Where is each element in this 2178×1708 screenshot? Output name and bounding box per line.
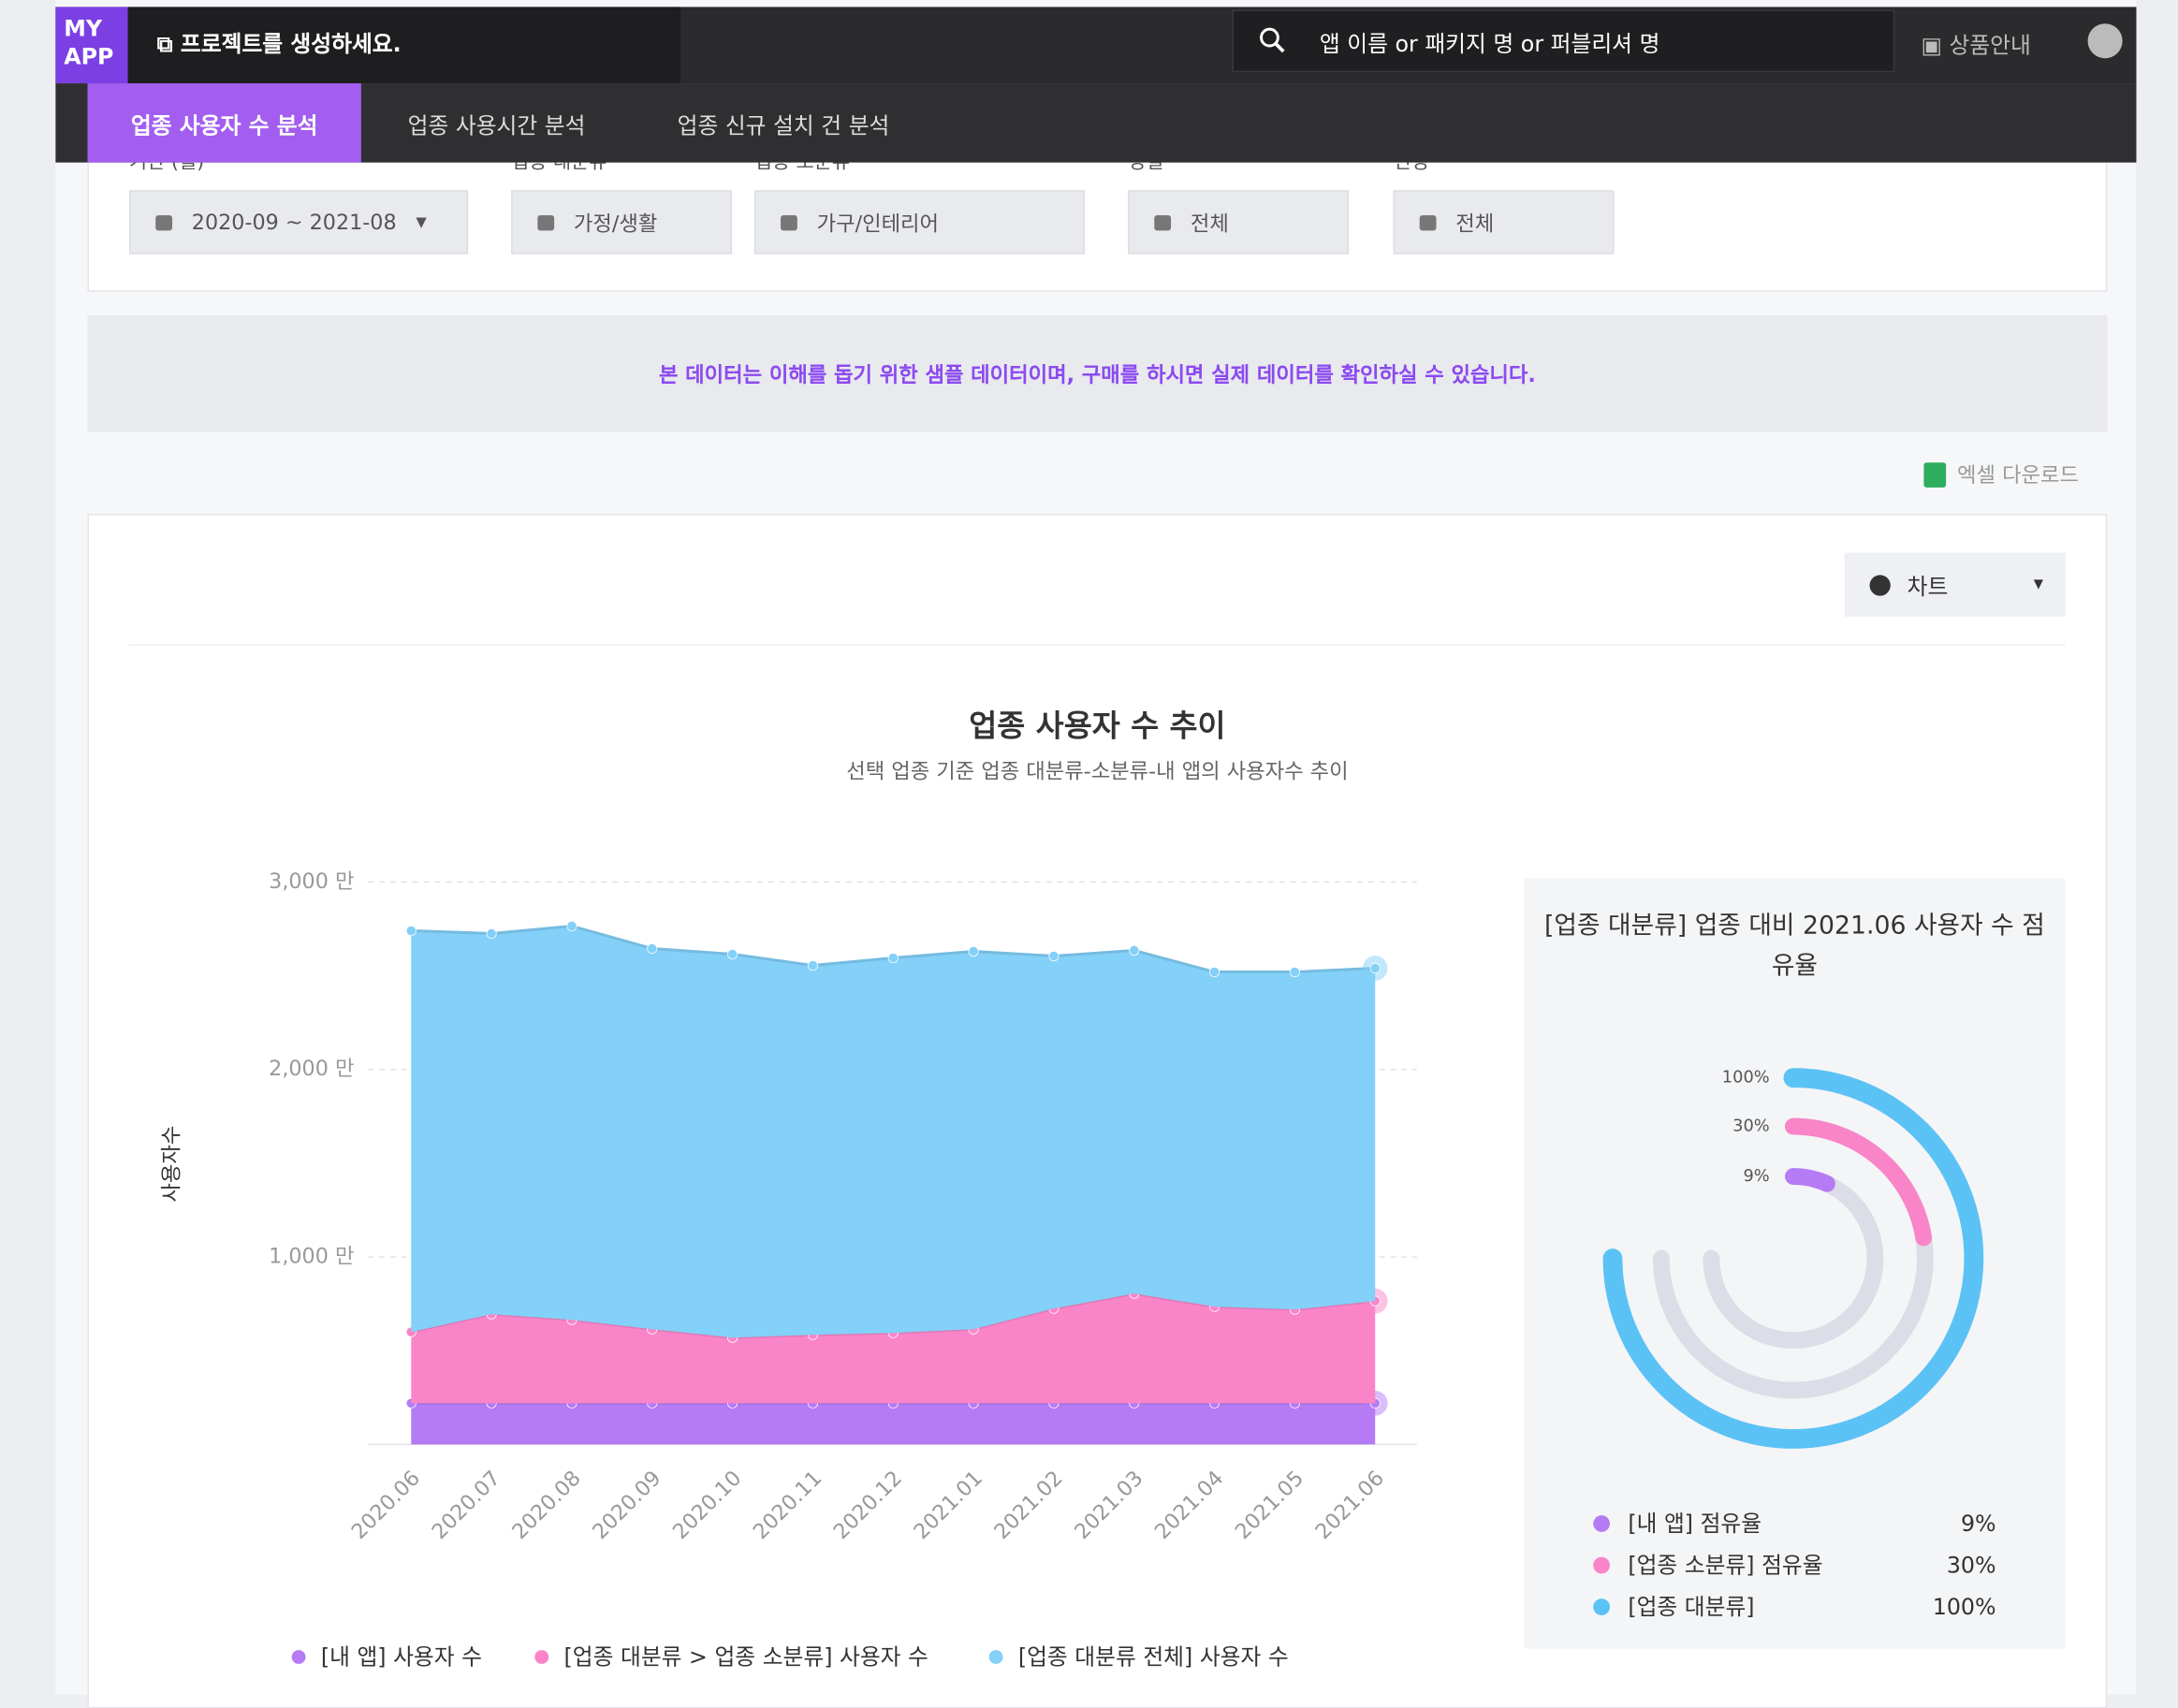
ring-label: 100% [1722,1068,1770,1088]
legend-label: [업종 소분류] 점유율 [1628,1553,1822,1579]
legend-marker [534,1650,549,1664]
legend-value: 100% [1933,1594,1996,1620]
legend-marker [988,1650,1003,1664]
tab[interactable]: 업종 신규 설치 건 분석 [677,111,890,139]
x-tick-label: 2020.07 [427,1467,504,1544]
radial-title: [업종 대분류] 업종 대비 2021.06 사용자 수 점유율 [1543,911,2045,981]
x-tick-label: 2020.06 [347,1467,425,1544]
point [1208,966,1221,978]
project-create[interactable]: ⧉ 프로젝트를 생성하세요. [156,30,402,57]
ring-label: 30% [1732,1117,1770,1136]
point [1369,962,1381,974]
legend-label: [업종 대분류 > 업종 소분류] 사용자 수 [564,1643,928,1670]
logo-line: MY [64,15,103,42]
legend-value: 9% [1961,1511,1996,1537]
search-box[interactable]: 앱 이름 or 패키지 명 or 퍼블리셔 명 [1232,9,1895,73]
point [1048,950,1060,962]
y-tick-label: 1,000 만 [269,1245,354,1269]
pie-icon [1869,574,1891,595]
legend-value: 30% [1947,1553,1996,1579]
filter-select[interactable]: 가정/생활 [511,190,733,255]
x-tick-label: 2020.08 [507,1467,585,1544]
legend-marker [1593,1556,1611,1574]
x-tick-label: 2020.12 [829,1467,907,1544]
y-axis-label: 사용자수 [160,1126,184,1203]
point [727,948,738,960]
filter-select[interactable]: 가구/인테리어 [753,190,1086,255]
point [405,925,417,937]
point [647,942,658,955]
ring-bar [1785,1168,1835,1192]
chart-title: 업종 사용자 수 추이 [969,708,1225,744]
filter-value: 전체 [1455,210,1495,236]
legend-marker [1593,1599,1611,1615]
filter-select[interactable]: 전체 [1393,190,1615,255]
x-tick-label: 2021.01 [909,1467,987,1544]
search-handle [1274,41,1285,53]
caret: ▼ [416,214,427,230]
excel-icon [1923,461,1947,488]
x-tick-label: 2020.09 [588,1467,665,1544]
x-tick-label: 2021.03 [1070,1467,1147,1544]
ring-bar [1602,1068,1984,1449]
point [887,952,899,964]
y-tick-label: 2,000 만 [269,1057,354,1081]
point [566,920,577,932]
search-lens [1260,27,1279,48]
filter-value: 전체 [1190,210,1229,236]
ring-track [1703,1168,1884,1349]
logo-line: APP [64,43,114,70]
legend-label: [내 앱] 사용자 수 [321,1643,482,1670]
product-info-text: 상품안내 [1949,32,2031,59]
point [486,927,497,940]
x-tick-label: 2021.04 [1150,1467,1228,1544]
download-text: 엑셀 다운로드 [1957,462,2080,488]
legend-label: [업종 대분류 전체] 사용자 수 [1018,1643,1289,1670]
project-bar [127,7,681,84]
point [1129,944,1140,956]
point [807,959,818,971]
tab-active[interactable]: 업종 사용자 수 분석 [87,83,361,163]
search-placeholder: 앱 이름 or 패키지 명 or 퍼블리셔 명 [1319,29,1660,57]
project-text: 프로젝트를 생성하세요. [180,30,402,57]
caret: ▼ [2033,577,2044,592]
legend-marker [291,1650,306,1664]
area [411,1293,1376,1404]
filter-select[interactable]: 전체 [1128,190,1350,255]
x-tick-label: 2020.11 [749,1467,826,1544]
notice: 본 데이터는 이해를 돕기 위한 샘플 데이터이며, 구매를 하시면 실제 데이… [87,314,2108,432]
tab[interactable]: 업종 사용시간 분석 [407,111,586,139]
ring-label: 9% [1743,1166,1769,1186]
view-select-text: 차트 [1907,573,1949,601]
logo[interactable]: MY APP [55,7,128,84]
legend-label: [내 앱] 점유율 [1628,1511,1761,1537]
x-tick-label: 2021.06 [1311,1467,1389,1544]
legend-marker [1593,1515,1611,1532]
x-tick-label: 2021.05 [1231,1467,1308,1544]
user-icon[interactable] [2087,23,2123,59]
view-select[interactable]: 차트 ▼ [1844,552,2066,617]
filter-value: 가구/인테리어 [816,210,940,236]
search-icon [1260,27,1285,53]
legend-label: [업종 대분류] [1628,1594,1754,1620]
filter-value: 2020-09 ~ 2021-08 [191,210,397,235]
product-info[interactable]: ▣ 상품안내 [1921,32,2031,59]
filter-value: 가정/생활 [573,210,658,236]
divider [129,644,2066,647]
x-tick-label: 2020.10 [668,1467,746,1544]
tab-bar [55,83,2137,163]
ring-bar [1785,1117,1933,1247]
filter-select[interactable]: 2020-09 ~ 2021-08 ▼ [129,190,469,255]
excel-download[interactable]: 엑셀 다운로드 [1923,460,2079,489]
y-tick-label: 3,000 만 [269,869,354,894]
point [968,945,979,957]
area [411,1403,1376,1445]
point [1289,966,1300,978]
chart-subtitle: 선택 업종 기준 업종 대분류-소분류-내 앱의 사용자수 추이 [846,760,1348,784]
area [411,926,1376,1338]
x-tick-label: 2021.02 [989,1467,1067,1544]
